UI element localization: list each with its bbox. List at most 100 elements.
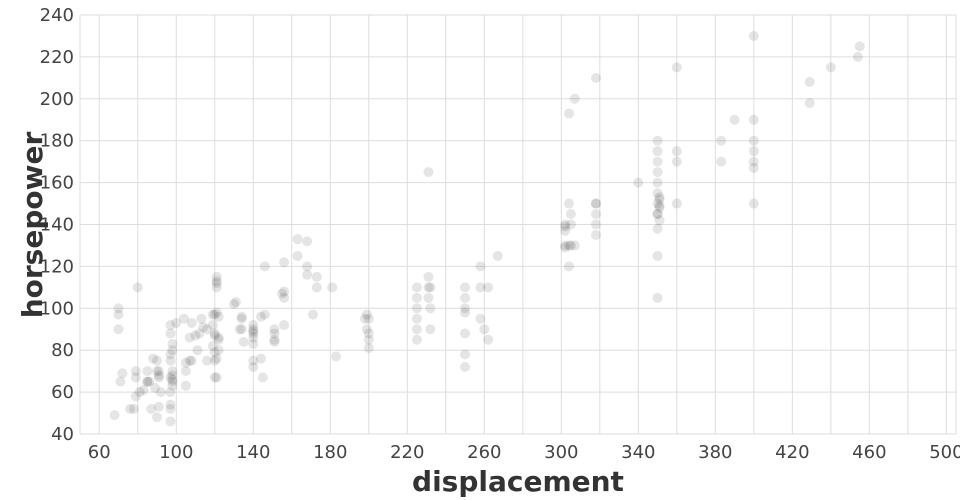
- data-point: [411, 282, 422, 293]
- data-point: [590, 198, 601, 209]
- data-point: [654, 200, 665, 211]
- data-point: [590, 229, 601, 240]
- data-point: [194, 328, 205, 339]
- x-tick-label: 100: [159, 442, 193, 463]
- data-point: [230, 297, 241, 308]
- data-point: [748, 114, 759, 125]
- data-point: [269, 336, 280, 347]
- x-tick-label: 260: [467, 442, 501, 463]
- data-point: [652, 188, 663, 199]
- data-point: [633, 177, 644, 188]
- data-point: [475, 261, 486, 272]
- data-point: [113, 324, 124, 335]
- data-point: [460, 292, 471, 303]
- x-tick-label: 420: [775, 442, 809, 463]
- x-tick-label: 60: [88, 442, 111, 463]
- y-tick-label: 160: [40, 173, 74, 194]
- data-point: [211, 282, 222, 293]
- data-point: [248, 355, 259, 366]
- data-point: [423, 292, 434, 303]
- data-point: [654, 194, 665, 205]
- data-point: [363, 313, 374, 324]
- data-point: [564, 108, 575, 119]
- data-point: [852, 51, 863, 62]
- data-point: [125, 403, 136, 414]
- x-axis-ticks: 60 100 140 180 220 260 300 340 380 420 460 500: [88, 442, 960, 463]
- data-point: [363, 334, 374, 345]
- data-point: [804, 77, 815, 88]
- data-point: [167, 338, 178, 349]
- data-point: [277, 288, 288, 299]
- data-point: [460, 361, 471, 372]
- data-point: [255, 353, 266, 364]
- data-point: [363, 328, 374, 339]
- data-point: [153, 370, 164, 381]
- data-point: [652, 209, 663, 220]
- y-tick-label: 140: [40, 215, 74, 236]
- data-point: [479, 324, 490, 335]
- data-point: [652, 223, 663, 234]
- data-point: [213, 334, 224, 345]
- data-point: [748, 162, 759, 173]
- data-point: [671, 198, 682, 209]
- data-point: [475, 313, 486, 324]
- data-point: [109, 410, 120, 421]
- data-point: [190, 330, 201, 341]
- data-point: [165, 349, 176, 360]
- data-point: [302, 236, 313, 247]
- data-point: [202, 324, 213, 335]
- data-point: [411, 292, 422, 303]
- data-point: [327, 282, 338, 293]
- data-point: [130, 372, 141, 383]
- x-tick-label: 460: [852, 442, 886, 463]
- data-point: [180, 380, 191, 391]
- data-point: [146, 403, 157, 414]
- grid: [79, 14, 957, 435]
- x-tick-label: 340: [621, 442, 655, 463]
- data-point: [748, 198, 759, 209]
- data-point: [671, 146, 682, 157]
- data-point: [248, 332, 259, 343]
- data-point: [460, 328, 471, 339]
- data-point: [569, 93, 580, 104]
- data-point: [423, 282, 434, 293]
- data-point: [236, 311, 247, 322]
- data-point: [854, 41, 865, 52]
- data-point: [257, 372, 268, 383]
- data-point: [590, 72, 601, 83]
- data-point: [186, 317, 197, 328]
- data-point: [184, 355, 195, 366]
- data-point: [178, 313, 189, 324]
- data-point: [652, 292, 663, 303]
- data-point: [209, 347, 220, 358]
- data-point: [331, 351, 342, 362]
- data-point: [652, 198, 663, 209]
- data-point: [142, 376, 153, 387]
- data-point: [207, 320, 218, 331]
- data-points: [109, 30, 865, 427]
- data-point: [411, 303, 422, 314]
- data-point: [302, 269, 313, 280]
- data-point: [113, 309, 124, 320]
- data-point: [207, 309, 218, 320]
- data-point: [269, 328, 280, 339]
- data-point: [564, 261, 575, 272]
- data-point: [165, 399, 176, 410]
- data-point: [234, 324, 245, 335]
- data-point: [565, 240, 576, 251]
- data-point: [460, 282, 471, 293]
- data-point: [211, 271, 222, 282]
- data-point: [590, 219, 601, 230]
- data-point: [748, 156, 759, 167]
- data-point: [115, 376, 126, 387]
- data-point: [130, 366, 141, 377]
- data-point: [167, 374, 178, 385]
- data-point: [150, 382, 161, 393]
- data-point: [652, 209, 663, 220]
- data-point: [117, 368, 128, 379]
- data-point: [716, 156, 727, 167]
- data-point: [152, 412, 163, 423]
- data-point: [292, 234, 303, 245]
- y-tick-label: 100: [40, 298, 74, 319]
- data-point: [184, 332, 195, 343]
